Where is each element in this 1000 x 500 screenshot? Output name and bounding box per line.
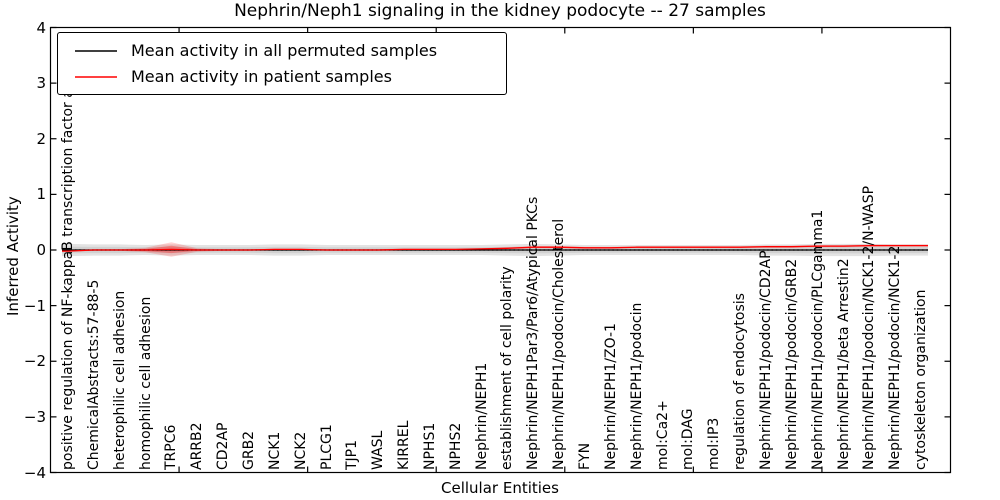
legend-item-patient: Mean activity in patient samples: [74, 67, 506, 86]
patient-band-inner: [62, 245, 928, 254]
y-tick-label: −2: [23, 352, 46, 371]
x-tick-label: Nephrin/NEPH1/podocin/NCK1-2/N-WASP: [861, 185, 878, 470]
x-tick-label: homophilic cell adhesion: [137, 296, 154, 470]
y-tick-label: 1: [36, 185, 46, 204]
legend-item-permuted: Mean activity in all permuted samples: [74, 41, 506, 60]
x-tick-label: NCK2: [292, 431, 309, 470]
patient-band-outer: [62, 242, 928, 257]
x-tick-label: PLCG1: [318, 424, 335, 470]
x-tick-label: mol:DAG: [680, 408, 697, 470]
x-tick-label: TRPC6: [163, 424, 180, 470]
permuted-band-inner: [62, 246, 928, 254]
black-line-sample-icon: [75, 49, 117, 52]
x-tick-label: KIRREL: [396, 420, 413, 470]
x-tick-label: FYN: [577, 442, 593, 470]
legend-label-permuted: Mean activity in all permuted samples: [131, 41, 438, 60]
x-tick-label: Nephrin/NEPH1/podocin/PLCgamma1: [809, 209, 826, 470]
x-tick-label: Nephrin/NEPH1/podocin/GRB2: [783, 258, 800, 470]
x-tick-label: ARRB2: [189, 422, 206, 470]
x-tick-label: NCK1: [266, 431, 283, 470]
legend-label-patient: Mean activity in patient samples: [131, 67, 392, 86]
x-tick-label: positive regulation of NF-kappaB transcr…: [60, 46, 76, 470]
patient-mean-line: [62, 244, 928, 252]
y-tick-label: 2: [36, 129, 46, 148]
y-tick-label: 0: [36, 241, 46, 259]
x-tick-label: Nephrin/NEPH1/ZO-1: [602, 323, 619, 470]
y-tick-label: −4: [23, 463, 46, 482]
x-tick-label: Nephrin/NEPH1/podocin: [628, 302, 645, 470]
x-tick-label: ChemicalAbstracts:57-88-5: [85, 279, 102, 470]
x-tick-label: Nephrin/NEPH1/beta Arrestin2: [835, 258, 852, 470]
red-line-sample-icon: [75, 75, 117, 78]
legend: Mean activity in all permuted samples Me…: [57, 32, 507, 95]
x-tick-label: cytoskeleton organization: [913, 289, 930, 470]
y-tick-label: −3: [23, 407, 46, 426]
x-tick-label: NPHS1: [421, 422, 438, 470]
x-tick-label: Nephrin/NEPH1/podocin/Cholesterol: [551, 218, 568, 470]
x-tick-label: Nephrin/NEPH1/podocin/NCK1-2: [887, 245, 904, 470]
x-tick-label: heterophilic cell adhesion: [111, 290, 128, 470]
permuted-band-outer: [62, 243, 928, 257]
x-tick-label: mol:IP3: [706, 417, 723, 470]
x-tick-label: GRB2: [240, 430, 257, 470]
x-tick-label: regulation of endocytosis: [732, 293, 749, 470]
x-tick-label: NPHS2: [447, 422, 464, 470]
x-tick-label: establishment of cell polarity: [499, 266, 516, 470]
x-tick-label: Nephrin/NEPH1: [473, 362, 490, 470]
x-tick-label: Nephrin/NEPH1/podocin/CD2AP: [757, 250, 774, 470]
chart-title: Nephrin/Neph1 signaling in the kidney po…: [234, 1, 766, 21]
x-axis-label: Cellular Entities: [441, 479, 559, 497]
x-tick-label: WASL: [370, 430, 387, 470]
y-tick-label: 3: [36, 74, 46, 93]
y-tick-label: −1: [23, 296, 46, 315]
x-tick-label: Nephrin/NEPH1Par3/Par6/Atypical PKCs: [525, 196, 542, 470]
x-tick-label: CD2AP: [215, 422, 232, 470]
y-tick-label: 4: [36, 18, 46, 37]
x-tick-label: TJP1: [344, 439, 361, 470]
x-tick-label: mol:Ca2+: [654, 400, 671, 470]
